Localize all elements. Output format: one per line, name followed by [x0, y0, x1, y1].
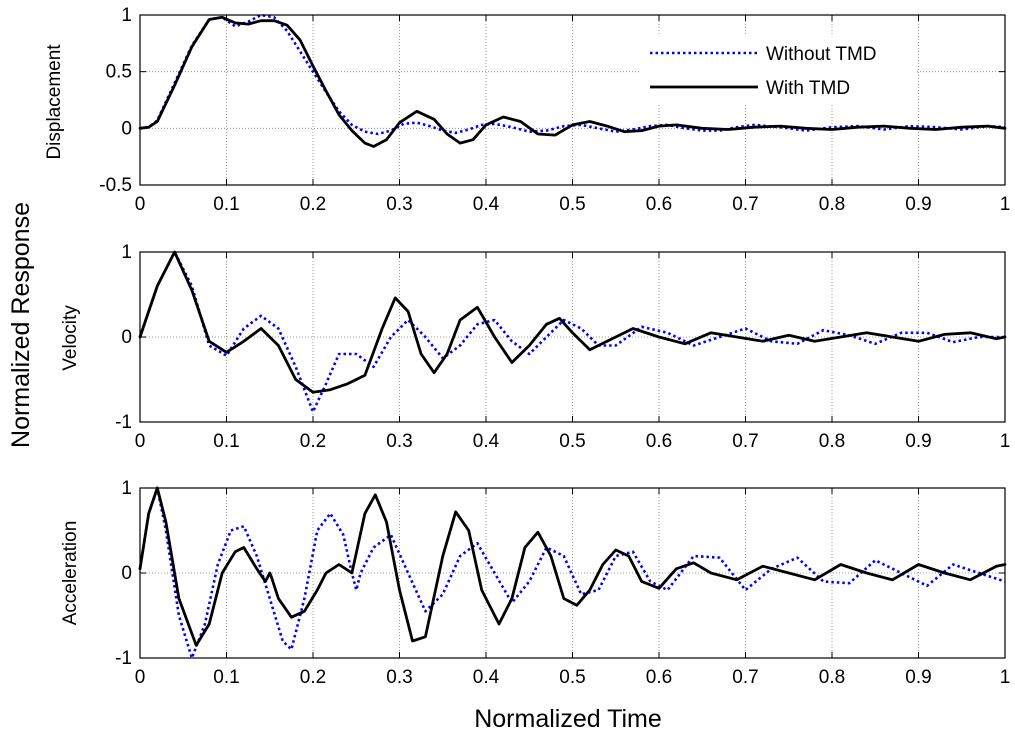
- x-tick-label: 0.6: [646, 194, 672, 215]
- series-without-tmd-displacement: [139, 13, 1006, 136]
- x-tick-label: 0.2: [300, 667, 326, 688]
- x-tick-label: 0.3: [386, 194, 412, 215]
- ylabel-displacement: Displacement: [44, 44, 65, 160]
- x-tick-label: 0: [135, 431, 146, 452]
- y-tick-label: -1: [115, 648, 132, 669]
- x-tick-label: 0.8: [819, 667, 845, 688]
- figure-xlabel: Normalized Time: [474, 705, 662, 733]
- series-with-tmd-displacement: [138, 15, 1007, 148]
- x-tick-label: 0.6: [646, 667, 672, 688]
- x-tick-label: 0.3: [386, 431, 412, 452]
- subplot-panels: 0 0.1 0.2 0.3 0.4 0.5 0.6 0.7 0.8 0.9 1-0.500.51Di…: [44, 5, 1010, 688]
- x-tick-label: 0.4: [473, 431, 500, 452]
- x-tick-label: 0.4: [473, 667, 500, 688]
- x-tick-label: 0.7: [732, 667, 758, 688]
- subplot-velocity: 0 0.1 0.2 0.3 0.4 0.5 0.6 0.7 0.8 0.9 1-101Velocit…: [60, 242, 1010, 452]
- ylabel-acceleration: Acceleration: [60, 521, 81, 626]
- y-tick-label: 1: [121, 242, 132, 263]
- x-tick-label: 0.5: [559, 431, 585, 452]
- x-tick-label: 0.9: [905, 194, 931, 215]
- x-tick-label: 0.9: [905, 431, 931, 452]
- x-tick-label: 0.1: [213, 667, 239, 688]
- x-tick-label: 0.1: [213, 431, 239, 452]
- figure-ylabel: Normalized Response: [7, 202, 35, 448]
- x-tick-label: 0.2: [300, 431, 326, 452]
- axes-frame: [139, 14, 1006, 186]
- x-tick-label: 1: [1000, 431, 1011, 452]
- x-tick-label: 0.5: [559, 667, 585, 688]
- y-tick-label: 1: [121, 5, 132, 26]
- x-tick-label: 0.4: [473, 194, 500, 215]
- series-with-tmd-velocity: [138, 250, 1007, 394]
- x-tick-label: 0: [135, 194, 146, 215]
- x-tick-label: 0.8: [819, 431, 845, 452]
- x-tick-label: 1: [1000, 194, 1011, 215]
- x-tick-label: 0.6: [646, 431, 672, 452]
- x-tick-label: 0.7: [732, 431, 758, 452]
- y-tick-label: 0: [121, 118, 132, 139]
- x-tick-label: 0.2: [300, 194, 326, 215]
- subplot-acceleration: 0 0.1 0.2 0.3 0.4 0.5 0.6 0.7 0.8 0.9 1-101Acceler…: [60, 478, 1010, 688]
- x-tick-label: 0: [135, 667, 146, 688]
- series-with-tmd-acceleration: [138, 486, 1007, 647]
- x-tick-label: 0.5: [559, 194, 585, 215]
- y-tick-label: -1: [115, 412, 132, 433]
- y-tick-label: 0.5: [106, 62, 132, 83]
- x-tick-label: 0.7: [732, 194, 758, 215]
- x-tick-label: 0.8: [819, 194, 845, 215]
- axes-frame: [139, 487, 1006, 659]
- legend-label-without-tmd: Without TMD: [766, 44, 877, 65]
- legend-box: [641, 36, 915, 104]
- legend-label-with-tmd: With TMD: [766, 78, 850, 99]
- y-tick-label: -0.5: [99, 175, 132, 196]
- series-without-tmd-acceleration: [138, 486, 1006, 660]
- x-tick-label: 0.1: [213, 194, 239, 215]
- x-tick-label: 1: [1000, 667, 1011, 688]
- legend: Without TMD With TMD: [641, 36, 915, 104]
- x-tick-label: 0.3: [386, 667, 412, 688]
- ylabel-velocity: Velocity: [60, 305, 81, 371]
- y-tick-label: 0: [121, 327, 132, 348]
- y-tick-label: 0: [121, 563, 132, 584]
- y-tick-label: 1: [121, 478, 132, 499]
- axes-frame: [139, 251, 1006, 423]
- x-tick-label: 0.9: [905, 667, 931, 688]
